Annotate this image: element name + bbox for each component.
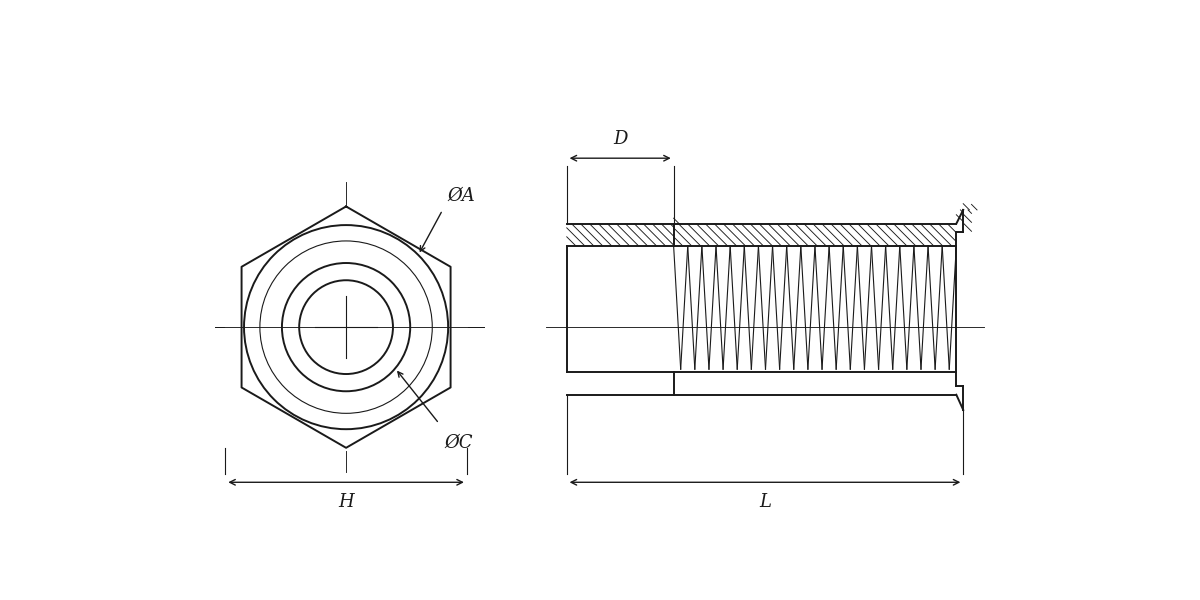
Text: ØC: ØC (444, 434, 473, 452)
Text: H: H (338, 493, 354, 511)
Text: ØA: ØA (448, 187, 475, 205)
Text: L: L (758, 493, 770, 511)
Text: D: D (613, 130, 628, 148)
